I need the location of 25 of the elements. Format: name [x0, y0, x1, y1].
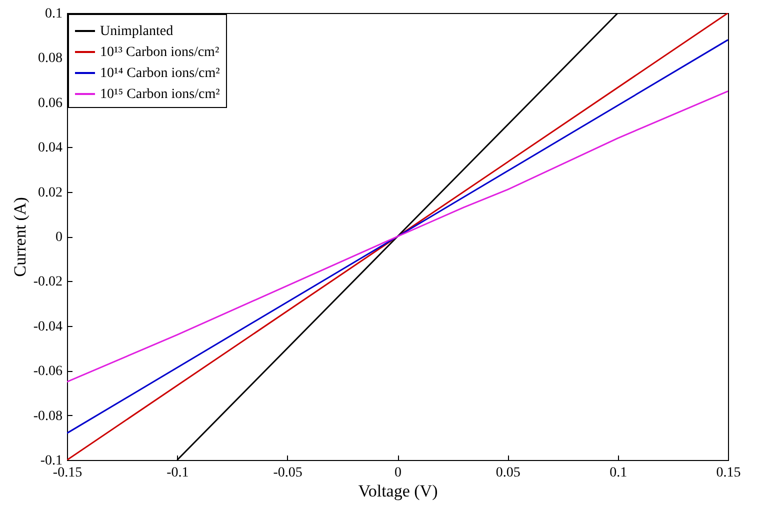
- y-tick-label: -0.02: [33, 274, 62, 290]
- legend-label: 10¹³ Carbon ions/cm²: [100, 45, 220, 60]
- x-tick-label: -0.15: [52, 466, 82, 480]
- y-tick-label: 0.04: [38, 140, 62, 156]
- legend-label: 10¹⁵ Carbon ions/cm²: [100, 87, 220, 102]
- x-tick-label: 0.15: [716, 466, 741, 480]
- y-tick-label: 0.08: [38, 51, 62, 66]
- y-tick-label: 0.1: [45, 6, 62, 22]
- y-tick-label: -0.06: [33, 364, 62, 380]
- line-series: [67, 90, 728, 383]
- y-tick-label: -0.08: [33, 408, 62, 424]
- x-tick-label: -0.05: [273, 466, 302, 480]
- legend-label: Unimplanted: [100, 24, 174, 39]
- x-tick-label: 0.05: [496, 466, 520, 480]
- x-tick-label: -0.1: [166, 466, 189, 480]
- y-tick-label: 0: [56, 230, 62, 245]
- x-tick-label: 0.1: [610, 466, 628, 480]
- y-tick-label: -0.1: [40, 454, 62, 468]
- y-axis-title: Current (A): [10, 197, 30, 277]
- y-tick-label: -0.04: [33, 319, 62, 334]
- legend-label: 10¹⁴ Carbon ions/cm²: [100, 66, 220, 81]
- x-tick-label: 0: [394, 466, 402, 480]
- y-tick-label: 0.06: [38, 96, 62, 111]
- x-axis-title: Voltage (V): [358, 482, 438, 500]
- y-tick-label: 0.02: [38, 185, 62, 200]
